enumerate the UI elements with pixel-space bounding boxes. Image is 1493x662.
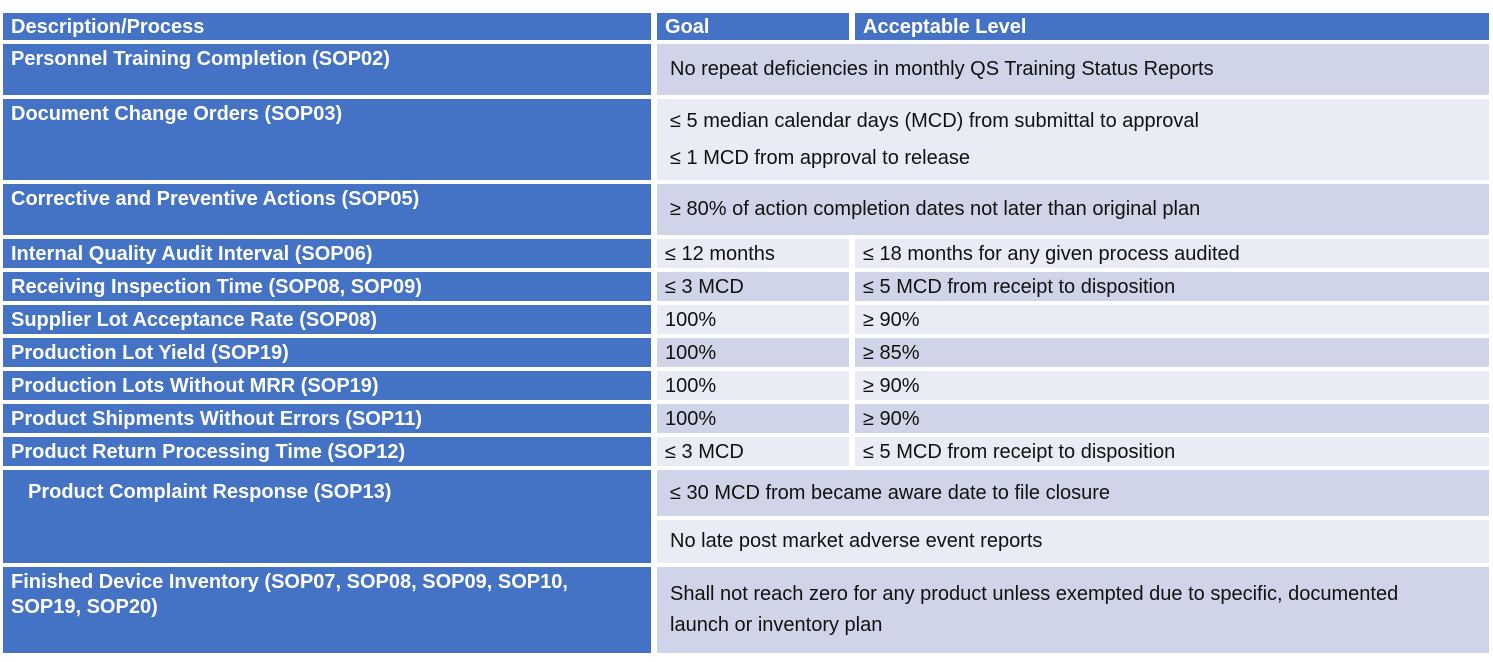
row-acceptable-supplier-lot: ≥ 90% <box>855 305 1489 334</box>
kpi-table: Description/Process Goal Acceptable Leve… <box>3 13 1489 653</box>
row-label-supplier-lot: Supplier Lot Acceptance Rate (SOP08) <box>3 305 651 334</box>
row-value-finished-device-inventory: Shall not reach zero for any product unl… <box>657 567 1489 653</box>
row-acceptable-product-return: ≤ 5 MCD from receipt to disposition <box>855 437 1489 466</box>
row-acceptable-shipments-without-errors: ≥ 90% <box>855 404 1489 433</box>
row-acceptable-lots-without-mrr: ≥ 90% <box>855 371 1489 400</box>
row-label-personnel-training: Personnel Training Completion (SOP02) <box>3 44 651 95</box>
row-acceptable-production-yield: ≥ 85% <box>855 338 1489 367</box>
row-value-document-change-orders: ≤ 5 median calendar days (MCD) from subm… <box>657 99 1489 180</box>
row-goal-production-yield: 100% <box>657 338 849 367</box>
doc-change-line-2: ≤ 1 MCD from approval to release <box>670 146 970 169</box>
doc-change-line-1: ≤ 5 median calendar days (MCD) from subm… <box>670 109 1199 132</box>
row-value-personnel-training: No repeat deficiencies in monthly QS Tra… <box>657 44 1489 95</box>
row-label-lots-without-mrr: Production Lots Without MRR (SOP19) <box>3 371 651 400</box>
row-label-receiving-inspection: Receiving Inspection Time (SOP08, SOP09) <box>3 272 651 301</box>
row-goal-shipments-without-errors: 100% <box>657 404 849 433</box>
row-value-product-complaint-1: ≤ 30 MCD from became aware date to file … <box>657 470 1489 516</box>
row-label-product-return: Product Return Processing Time (SOP12) <box>3 437 651 466</box>
column-header-description: Description/Process <box>3 13 651 40</box>
row-value-product-complaint-2: No late post market adverse event report… <box>657 520 1489 563</box>
row-label-audit-interval: Internal Quality Audit Interval (SOP06) <box>3 239 651 268</box>
row-label-product-complaint: Product Complaint Response (SOP13) <box>3 470 651 563</box>
row-goal-lots-without-mrr: 100% <box>657 371 849 400</box>
row-goal-audit-interval: ≤ 12 months <box>657 239 849 268</box>
column-header-acceptable-level: Acceptable Level <box>855 13 1489 40</box>
row-label-document-change-orders: Document Change Orders (SOP03) <box>3 99 651 180</box>
row-value-capa: ≥ 80% of action completion dates not lat… <box>657 184 1489 235</box>
row-label-shipments-without-errors: Product Shipments Without Errors (SOP11) <box>3 404 651 433</box>
row-label-finished-device-inventory: Finished Device Inventory (SOP07, SOP08,… <box>3 567 651 653</box>
row-acceptable-audit-interval: ≤ 18 months for any given process audite… <box>855 239 1489 268</box>
column-header-goal: Goal <box>657 13 849 40</box>
row-goal-product-return: ≤ 3 MCD <box>657 437 849 466</box>
row-label-capa: Corrective and Preventive Actions (SOP05… <box>3 184 651 235</box>
row-goal-supplier-lot: 100% <box>657 305 849 334</box>
row-goal-receiving-inspection: ≤ 3 MCD <box>657 272 849 301</box>
row-label-production-yield: Production Lot Yield (SOP19) <box>3 338 651 367</box>
row-acceptable-receiving-inspection: ≤ 5 MCD from receipt to disposition <box>855 272 1489 301</box>
